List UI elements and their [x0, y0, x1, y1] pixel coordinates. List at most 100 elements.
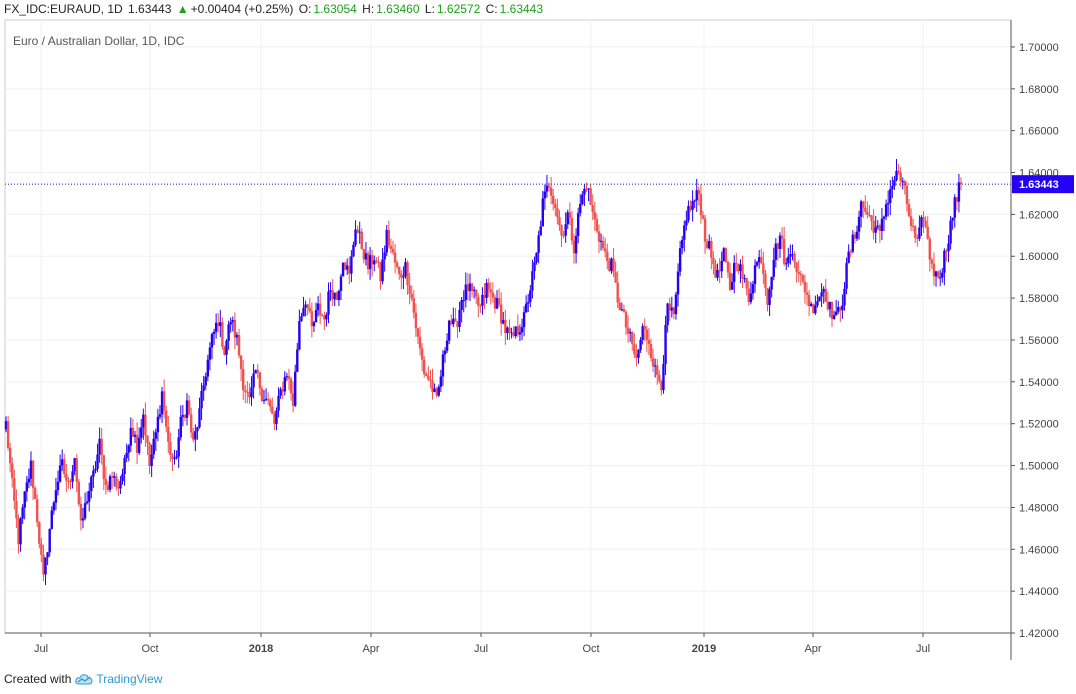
candle-body: [183, 414, 187, 418]
candle-body: [780, 235, 784, 239]
candle-body: [364, 253, 368, 260]
candle-body: [252, 373, 255, 388]
candle-body: [849, 251, 852, 253]
candle-body: [674, 294, 678, 315]
candle-body: [514, 326, 517, 337]
candle-body: [356, 229, 359, 233]
candle-body: [48, 528, 51, 553]
candle-body: [689, 205, 692, 210]
candle-body: [106, 484, 110, 490]
candle-body: [385, 229, 388, 253]
candle-body: [608, 261, 611, 271]
candle-body: [647, 340, 651, 344]
candle-body: [217, 322, 220, 326]
candle-body: [275, 410, 278, 424]
candle-body: [872, 220, 875, 233]
y-tick-label: 1.44000: [1019, 586, 1059, 598]
high-value: 1.63460: [376, 2, 420, 16]
created-with-label: Created with: [4, 672, 72, 686]
candle-body: [404, 262, 407, 277]
candle-body: [429, 379, 432, 381]
candle-body: [31, 460, 35, 489]
candle-body: [260, 388, 264, 401]
candle-body: [782, 238, 786, 264]
candle-body: [418, 336, 422, 349]
candle-body: [23, 491, 26, 508]
candle-body: [820, 292, 823, 297]
candle-body: [177, 437, 180, 457]
candle-body: [379, 262, 382, 282]
candle-body: [720, 261, 723, 272]
candle-body: [728, 272, 732, 290]
candle-body: [254, 369, 257, 374]
candle-body: [287, 376, 291, 379]
candle-body: [695, 190, 698, 201]
close-label: C:: [485, 2, 498, 16]
candle-body: [277, 395, 280, 411]
candle-body: [325, 314, 328, 320]
candle-body: [570, 218, 574, 241]
candle-body: [749, 293, 753, 303]
candle-body: [924, 220, 927, 227]
candle-body: [472, 289, 476, 291]
y-tick-label: 1.56000: [1019, 335, 1059, 347]
candle-body: [518, 332, 522, 335]
candle-body: [572, 240, 576, 254]
candle-body: [152, 438, 155, 455]
candle-body: [508, 327, 511, 333]
candle-body: [547, 185, 551, 188]
candle-body: [65, 473, 68, 481]
candle-body: [387, 229, 391, 246]
candle-body: [485, 282, 488, 298]
candle-body: [165, 410, 168, 427]
candle-body: [477, 296, 480, 306]
candle-body: [743, 278, 746, 280]
candle-body: [192, 432, 195, 440]
candle-body: [98, 438, 101, 455]
candle-body: [581, 194, 584, 204]
candle-body: [583, 188, 586, 195]
candle-series: [4, 158, 963, 586]
candle-body: [194, 431, 197, 440]
candle-body: [535, 252, 538, 263]
candle-body: [294, 371, 297, 406]
candle-body: [826, 301, 830, 310]
candle-body: [947, 243, 950, 252]
close-value: 1.63443: [499, 2, 544, 16]
candle-body: [115, 476, 118, 488]
candle-body: [67, 480, 70, 482]
candle-body: [768, 289, 771, 305]
candle-body: [622, 309, 626, 312]
y-tick-label: 1.52000: [1019, 419, 1059, 431]
candle-body: [27, 478, 31, 483]
candle-body: [703, 218, 707, 242]
candle-body: [733, 262, 736, 282]
candle-body: [258, 372, 262, 389]
candle-body: [306, 304, 309, 308]
candle-body: [169, 441, 172, 456]
candle-body: [425, 373, 428, 376]
candle-body: [370, 255, 374, 265]
candle-body: [4, 421, 8, 430]
candle-body: [229, 322, 232, 325]
x-tick-label: Jul: [474, 643, 488, 655]
tradingview-logo[interactable]: TradingView: [75, 672, 162, 686]
candle-body: [92, 470, 95, 477]
candle-body: [167, 426, 170, 442]
candle-body: [795, 262, 798, 272]
candle-body: [512, 332, 515, 337]
candle-body: [676, 271, 680, 295]
candle-body: [926, 226, 929, 239]
candle-body: [346, 265, 349, 270]
candle-body: [81, 518, 85, 521]
candle-body: [483, 294, 486, 298]
candle-body: [468, 283, 472, 292]
candle-body: [653, 365, 657, 367]
symbol-label[interactable]: FX_IDC:EURAUD, 1D: [4, 2, 123, 16]
candle-body: [882, 216, 886, 219]
candle-body: [214, 322, 218, 332]
plot-frame: [4, 19, 1012, 634]
candle-body: [645, 329, 649, 341]
candle-body: [110, 476, 114, 478]
